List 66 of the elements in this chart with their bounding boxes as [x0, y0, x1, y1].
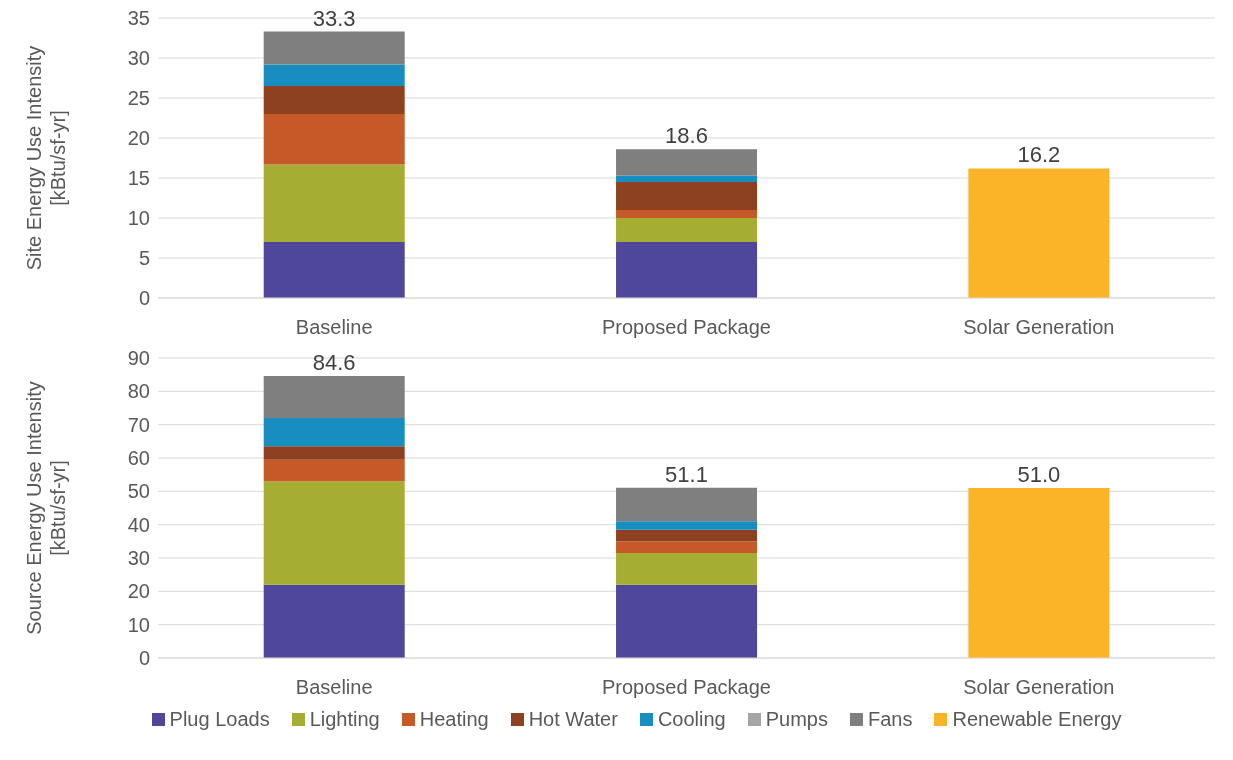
- total-label: 51.1: [665, 461, 708, 487]
- legend-label: Cooling: [656, 708, 726, 731]
- y-tick-label: 20: [127, 127, 150, 150]
- y-tick-label: 10: [127, 207, 150, 230]
- y-tick-label: 40: [127, 513, 150, 536]
- y-tick-label: 50: [127, 480, 150, 503]
- bar: [616, 584, 758, 658]
- y-axis-title: Site Energy Use Intensity [kBtu/sf-yr]: [23, 45, 69, 271]
- y-tick-label: 20: [127, 580, 150, 603]
- y-tick-label: 80: [127, 380, 150, 403]
- y-tick-label: 0: [138, 287, 150, 310]
- bar: [263, 418, 405, 447]
- bar: [968, 488, 1110, 658]
- y-tick-label: 25: [127, 87, 150, 110]
- bar: [616, 487, 758, 522]
- total-label: 18.6: [665, 123, 708, 149]
- y-tick-label: 30: [127, 547, 150, 570]
- bar: [263, 481, 405, 585]
- legend-label: Plug Loads: [168, 708, 270, 731]
- bar: [616, 541, 758, 553]
- legend-label: Renewable Energy: [951, 708, 1122, 731]
- y-tick-label: 5: [138, 247, 150, 270]
- legend-label: Heating: [418, 708, 489, 731]
- bar: [263, 446, 405, 460]
- y-tick-label: 60: [127, 447, 150, 470]
- x-tick-label: Proposed Package: [601, 676, 772, 699]
- bar: [616, 553, 758, 585]
- bar: [616, 529, 758, 542]
- legend-label: Lighting: [308, 708, 380, 731]
- bar: [616, 218, 758, 242]
- legend-label: Hot Water: [527, 708, 618, 731]
- bar: [616, 182, 758, 210]
- bar: [263, 86, 405, 114]
- total-label: 51.0: [1017, 462, 1061, 487]
- bar: [263, 64, 405, 86]
- x-tick-label: Proposed Package: [601, 316, 772, 339]
- bar: [263, 376, 405, 418]
- bar: [263, 584, 405, 658]
- bar: [616, 521, 758, 530]
- legend-label: Pumps: [764, 708, 828, 731]
- total-label: 33.3: [312, 5, 356, 31]
- bar: [616, 149, 758, 176]
- bar: [263, 31, 405, 65]
- y-tick-label: 90: [127, 347, 150, 370]
- y-tick-label: 0: [138, 647, 150, 670]
- y-tick-label: 30: [127, 47, 150, 70]
- x-tick-label: Baseline: [295, 676, 373, 699]
- bar: [263, 459, 405, 482]
- bar: [263, 164, 405, 242]
- y-axis-title: Source Energy Use Intensity [kBtu/sf-yr]: [23, 381, 69, 635]
- y-tick-label: 35: [127, 7, 150, 30]
- bar: [616, 175, 758, 182]
- x-tick-label: Solar Generation: [963, 676, 1115, 699]
- bar: [616, 242, 758, 298]
- bar: [263, 242, 405, 298]
- y-tick-label: 70: [127, 413, 150, 436]
- bar: [968, 168, 1110, 298]
- y-tick-label: 15: [127, 167, 150, 190]
- total-label: 84.6: [312, 350, 356, 375]
- bar: [616, 210, 758, 218]
- total-label: 16.2: [1017, 142, 1061, 168]
- y-tick-label: 10: [127, 613, 150, 636]
- x-tick-label: Baseline: [295, 316, 373, 339]
- x-tick-label: Solar Generation: [963, 316, 1115, 339]
- legend-label: Fans: [867, 708, 913, 731]
- bar: [263, 114, 405, 165]
